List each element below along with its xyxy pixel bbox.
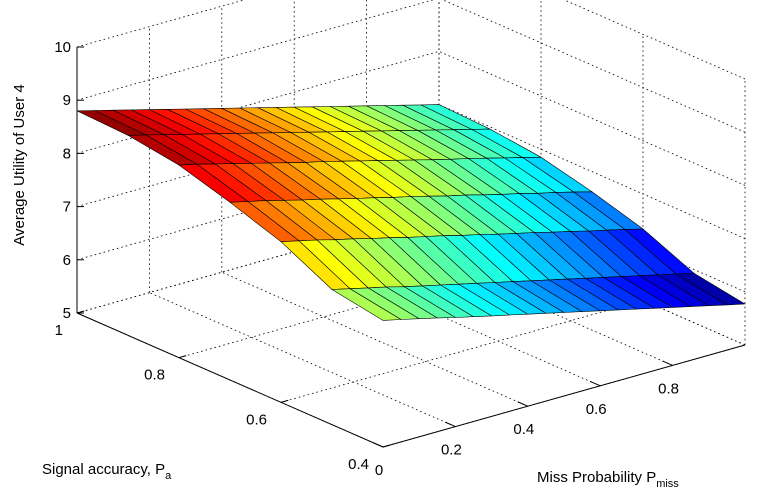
grid-line-side-z <box>563 0 746 80</box>
x-tick-label: 0.2 <box>441 442 462 459</box>
y-tick-label: 0.6 <box>246 411 267 428</box>
y-tick-label: 0.8 <box>144 367 165 384</box>
y-axis-label-subscript: a <box>165 470 172 482</box>
grid-line-back-z <box>76 0 435 101</box>
x-tick-label: 0.4 <box>513 421 534 438</box>
grid-line-floor-x <box>294 251 601 387</box>
tick-labels: 0 0.2 0.4 0.6 0.8 0.4 0.6 0.8 15 6 7 8 9 10 <box>54 39 679 479</box>
grid-line-side-z <box>438 104 746 239</box>
z-axis-label: Average Utility of User 4 <box>11 84 28 245</box>
y-tick-label: 0.4 <box>348 456 369 473</box>
x-tick-mark <box>589 380 601 387</box>
y-tick-mark <box>382 444 391 448</box>
grid-line-back-z <box>76 51 440 154</box>
x-tick-mark <box>662 360 673 366</box>
x-axis-label: Miss Probability Pmiss <box>537 469 679 490</box>
x-tick-label: 0.8 <box>658 380 679 397</box>
z-tick-label: 10 <box>54 39 71 56</box>
grid-line-floor-x <box>221 271 528 407</box>
y-tick-mark <box>280 399 289 403</box>
z-tick-label: 9 <box>63 92 71 109</box>
x-axis-label-main: Miss Probability P <box>537 469 656 486</box>
grid-line-side-z <box>438 51 746 186</box>
x-axis-line <box>382 344 746 448</box>
grid-line-floor-y <box>280 299 644 403</box>
surface-facet <box>675 272 746 306</box>
y-axis-label: Signal accuracy, Pa <box>42 461 172 482</box>
x-tick-label: 0 <box>375 462 383 479</box>
grid-line-side-z <box>442 0 746 133</box>
x-tick-mark <box>517 401 529 407</box>
x-tick-label: 0.6 <box>586 401 607 418</box>
x-axis-label-subscript: miss <box>656 478 679 490</box>
z-tick-label: 6 <box>63 252 71 269</box>
grid-line-back-z <box>76 0 246 48</box>
surface <box>76 104 746 321</box>
y-tick-label: 1 <box>55 322 63 339</box>
y-axis-line <box>76 312 384 448</box>
axes-box <box>76 46 746 448</box>
y-axis-label-main: Signal accuracy, P <box>42 461 165 478</box>
x-tick-mark <box>372 442 384 448</box>
z-tick-label: 8 <box>63 145 71 162</box>
x-tick-mark <box>444 421 456 428</box>
y-tick-mark <box>178 355 187 359</box>
z-tick-label: 7 <box>63 199 71 216</box>
z-tick-label: 5 <box>63 305 71 322</box>
grid-line-floor-x <box>149 292 456 427</box>
